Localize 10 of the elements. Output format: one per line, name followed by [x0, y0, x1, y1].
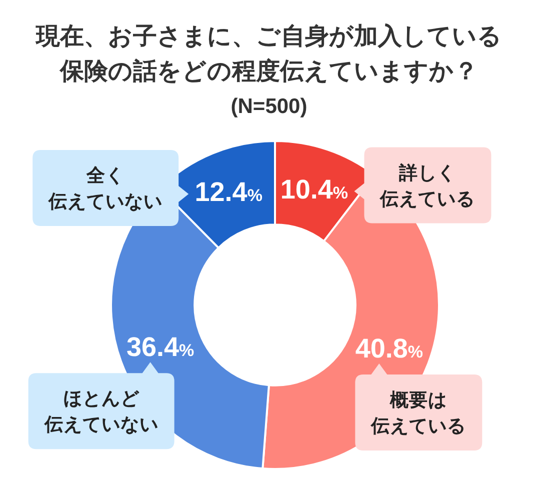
value-label: 10.4% — [280, 174, 348, 204]
category-label: 全く伝えていない — [48, 164, 163, 212]
title: 現在、お子さまに、ご自身が加入している保険の話をどの程度伝えていますか？ — [36, 23, 502, 85]
category-label: ほとんど伝えていない — [44, 388, 158, 435]
value-label: 40.8% — [355, 334, 423, 364]
category-label: 概要は伝えている — [371, 389, 466, 436]
subtitle: (N=500) — [230, 95, 308, 118]
value-label: 36.4% — [126, 332, 194, 362]
value-label: 12.4% — [194, 176, 262, 207]
category-label: 詳しく伝えている — [380, 162, 476, 209]
